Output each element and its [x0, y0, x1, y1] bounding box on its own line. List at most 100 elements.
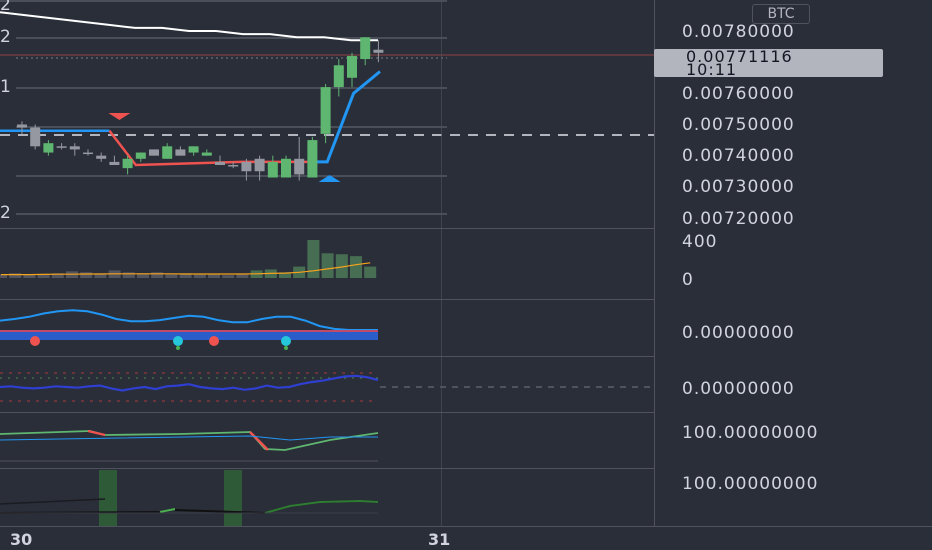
- time-tick-30: 30: [10, 530, 32, 549]
- candle-body: [162, 146, 173, 159]
- osc4-highlight-bar: [224, 470, 242, 526]
- volume-tick-zero: 0: [682, 270, 694, 290]
- osc4-black-line-2: [174, 499, 379, 515]
- volume-bar: [307, 240, 320, 278]
- candle-body: [30, 127, 41, 147]
- current-price-badge: [654, 49, 883, 77]
- oscillator-1-layer: [0, 309, 378, 350]
- left-edge-label-1: 2: [0, 0, 12, 15]
- candle-body: [43, 143, 54, 153]
- oscillator-4-layer: [0, 470, 379, 526]
- volume-bar: [165, 274, 178, 278]
- candle-body: [228, 165, 239, 167]
- volume-bar: [80, 272, 93, 278]
- volume-tick-top: 400: [682, 232, 717, 252]
- volume-bar: [350, 256, 362, 278]
- osc1-blue-line: [0, 309, 378, 331]
- sell-signal-marker: [108, 113, 131, 120]
- candle-body: [96, 155, 107, 159]
- candle-body: [122, 158, 133, 169]
- osc1-dot-green: [284, 346, 288, 350]
- candles-layer[interactable]: [17, 37, 384, 181]
- candle-body: [215, 161, 225, 166]
- osc1-dot-cyan: [173, 336, 183, 346]
- candle-body: [201, 152, 212, 156]
- volume-bar: [137, 273, 149, 278]
- osc1-axis-label: 0.00000000: [682, 323, 795, 343]
- candle-body: [333, 65, 344, 88]
- volume-bar: [151, 272, 164, 278]
- price-tick-0: 0.00780000: [682, 22, 795, 42]
- candle-body: [307, 140, 318, 178]
- osc4-dark-line: [0, 498, 106, 505]
- osc1-histogram-band: [0, 331, 378, 340]
- osc2-line: [0, 374, 379, 392]
- volume-bar: [321, 253, 334, 278]
- time-tick-31: 31: [428, 530, 450, 549]
- candle-body: [135, 152, 146, 159]
- left-edge-label-3: 1: [0, 77, 12, 97]
- price-tick-3: 0.00740000: [682, 146, 795, 166]
- volume-bar: [193, 274, 206, 278]
- osc3-green-line: [0, 430, 379, 451]
- price-tick-4: 0.00730000: [682, 177, 795, 197]
- osc4-green-line: [264, 499, 379, 514]
- currency-button[interactable]: BTC: [752, 4, 810, 24]
- volume-bar: [51, 273, 64, 278]
- candle-body: [281, 158, 291, 178]
- osc3-axis-label: 100.00000000: [682, 423, 818, 443]
- osc4-axis-label: 100.00000000: [682, 474, 818, 494]
- osc4-green-tick: [159, 508, 176, 513]
- osc1-dot-cyan: [281, 336, 291, 346]
- osc1-dot-red: [30, 336, 40, 346]
- signal-markers-layer: [108, 113, 341, 182]
- volume-bar: [37, 273, 50, 278]
- price-tick-2: 0.00750000: [682, 115, 795, 135]
- osc1-dot-green: [176, 346, 180, 350]
- oscillator-2-layer: [0, 374, 379, 392]
- candle-body: [83, 152, 93, 155]
- candle-body: [347, 55, 357, 78]
- candle-body: [56, 146, 67, 148]
- price-tick-1: 0.00760000: [682, 84, 795, 104]
- volume-bar: [23, 274, 36, 278]
- candle-body: [254, 158, 265, 172]
- osc3-blue-line: [0, 435, 378, 441]
- candle-body: [241, 161, 252, 172]
- candle-body: [175, 149, 186, 156]
- bar-countdown: 10:11: [686, 60, 738, 79]
- candle-body: [267, 161, 278, 178]
- candle-body: [149, 149, 159, 156]
- candle-body: [17, 124, 27, 128]
- candle-body: [360, 37, 371, 60]
- volume-bar: [9, 273, 22, 278]
- volume-bar: [279, 272, 291, 278]
- volume-bar: [335, 254, 348, 278]
- osc4-highlight-bar: [99, 470, 117, 526]
- candle-body: [294, 158, 305, 175]
- volume-bar: [222, 275, 235, 278]
- osc3-red-segment: [87, 429, 106, 437]
- oscillator-3-layer: [0, 429, 379, 451]
- candle-body: [188, 146, 199, 153]
- volume-bar: [94, 273, 107, 278]
- volume-bar: [208, 274, 220, 278]
- ma-layer: [0, 11, 378, 42]
- osc3-red-segment: [249, 431, 269, 451]
- osc4-black-line: [0, 508, 176, 514]
- volume-layer: [0, 240, 377, 278]
- osc2-axis-label: 0.00000000: [682, 379, 795, 399]
- moving-average-line: [0, 11, 378, 42]
- left-edge-label-4: 2: [0, 203, 12, 223]
- candle-body: [320, 87, 331, 134]
- volume-bar: [179, 273, 192, 278]
- buy-signal-marker: [318, 175, 341, 182]
- candle-body: [69, 146, 80, 150]
- left-edge-label-2: 2: [0, 27, 12, 47]
- volume-bar: [236, 274, 249, 278]
- volume-bar: [122, 272, 135, 278]
- volume-ma-line: [1, 262, 371, 276]
- osc1-dot-red: [209, 336, 219, 346]
- candle-body: [109, 161, 120, 166]
